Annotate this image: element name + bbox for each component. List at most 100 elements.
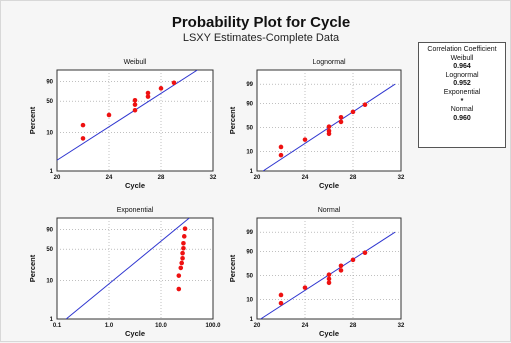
- data-point: [326, 128, 332, 134]
- fit-line: [65, 218, 190, 319]
- legend-value-weibull: 0.964: [453, 63, 471, 71]
- y-tick-label: 90: [246, 250, 253, 256]
- y-tick-label: 50: [246, 274, 253, 280]
- data-point: [106, 112, 112, 118]
- data-point: [350, 257, 356, 263]
- x-tick-label: 20: [54, 175, 61, 181]
- data-point: [171, 80, 177, 86]
- x-tick-label: 24: [106, 175, 113, 181]
- data-point: [180, 250, 185, 256]
- data-point: [326, 124, 332, 129]
- x-tick-label: 10.0: [155, 323, 167, 329]
- y-tick-label: 90: [46, 79, 53, 85]
- data-point: [338, 114, 344, 120]
- legend-value-normal: 0.960: [453, 114, 471, 122]
- x-tick-label: 32: [398, 323, 405, 329]
- legend-name-normal: Normal: [450, 106, 474, 114]
- y-tick-label: 10: [46, 278, 53, 284]
- x-tick-label: 28: [350, 175, 357, 181]
- data-point: [278, 144, 284, 150]
- legend-value-lognormal: 0.952: [453, 80, 471, 88]
- fit-line: [57, 70, 198, 161]
- x-tick-label: 28: [350, 323, 357, 329]
- x-axis-label: Cycle: [319, 181, 339, 190]
- y-tick-label: 1: [250, 169, 254, 175]
- data-point: [338, 119, 344, 125]
- x-tick-label: 24: [302, 175, 309, 181]
- y-axis-label: Percent: [228, 254, 237, 282]
- data-point: [181, 234, 187, 239]
- x-axis-label: Cycle: [319, 329, 339, 338]
- y-tick-label: 10: [46, 130, 53, 136]
- plot-frame: [56, 217, 214, 320]
- chart-title: Probability Plot for Cycle: [171, 14, 351, 31]
- x-axis-label: Cycle: [125, 329, 145, 338]
- y-axis-label: Percent: [28, 254, 37, 282]
- data-point: [338, 263, 344, 269]
- y-tick-label: 1: [50, 169, 54, 175]
- y-axis-label: Percent: [28, 106, 37, 134]
- data-point: [80, 122, 86, 128]
- legend-heading: Correlation Coefficient: [427, 46, 497, 53]
- plot-frame: [256, 69, 402, 172]
- data-point: [180, 255, 185, 261]
- plot-frame: [56, 69, 214, 172]
- data-point: [132, 107, 138, 113]
- y-tick-label: 90: [246, 102, 253, 108]
- y-tick-label: 90: [46, 227, 53, 233]
- x-tick-label: 100.0: [205, 323, 221, 329]
- data-point: [176, 286, 182, 292]
- data-point: [181, 245, 186, 251]
- legend-value-exponential: *: [460, 97, 464, 105]
- data-point: [145, 94, 151, 99]
- y-axis-label: Percent: [228, 106, 237, 134]
- data-point: [278, 152, 284, 158]
- y-tick-label: 99: [246, 230, 253, 236]
- panel-title: Normal: [318, 207, 341, 214]
- panel-title: Lognormal: [312, 59, 346, 66]
- data-point: [179, 260, 184, 266]
- data-point: [80, 136, 86, 141]
- data-point: [278, 300, 284, 306]
- data-point: [278, 292, 284, 298]
- y-tick-label: 50: [246, 126, 253, 132]
- x-tick-label: 32: [398, 175, 405, 181]
- data-point: [350, 109, 356, 115]
- plot-frame: [256, 217, 402, 320]
- chart-subtitle: LSXY Estimates-Complete Data: [182, 32, 340, 44]
- y-tick-label: 50: [46, 99, 53, 105]
- y-tick-label: 10: [246, 150, 253, 156]
- x-axis-label: Cycle: [125, 181, 145, 190]
- legend-name-weibull: Weibull: [450, 54, 474, 62]
- data-point: [326, 280, 332, 286]
- panel-title: Exponential: [117, 207, 154, 214]
- data-point: [178, 265, 184, 271]
- legend-name-exponential: Exponential: [443, 88, 481, 96]
- data-point: [326, 276, 332, 282]
- x-tick-label: 20: [254, 175, 261, 181]
- y-tick-label: 50: [46, 247, 53, 253]
- x-tick-label: 32: [210, 175, 217, 181]
- data-point: [182, 226, 188, 231]
- y-tick-label: 1: [250, 317, 254, 323]
- x-tick-label: 24: [302, 323, 309, 329]
- data-point: [158, 86, 164, 91]
- data-point: [302, 137, 308, 142]
- data-point: [145, 90, 151, 96]
- legend-name-lognormal: Lognormal: [445, 71, 479, 79]
- data-point: [302, 285, 308, 290]
- data-point: [132, 97, 138, 103]
- x-tick-label: 20: [254, 323, 261, 329]
- data-point: [176, 273, 182, 278]
- data-point: [362, 102, 368, 107]
- data-point: [326, 272, 332, 277]
- x-tick-label: 1.0: [105, 323, 114, 329]
- data-point: [338, 268, 344, 273]
- x-tick-label: 28: [158, 175, 165, 181]
- y-tick-label: 99: [246, 82, 253, 88]
- data-point: [132, 102, 138, 107]
- data-point: [362, 250, 368, 255]
- data-point: [181, 240, 186, 246]
